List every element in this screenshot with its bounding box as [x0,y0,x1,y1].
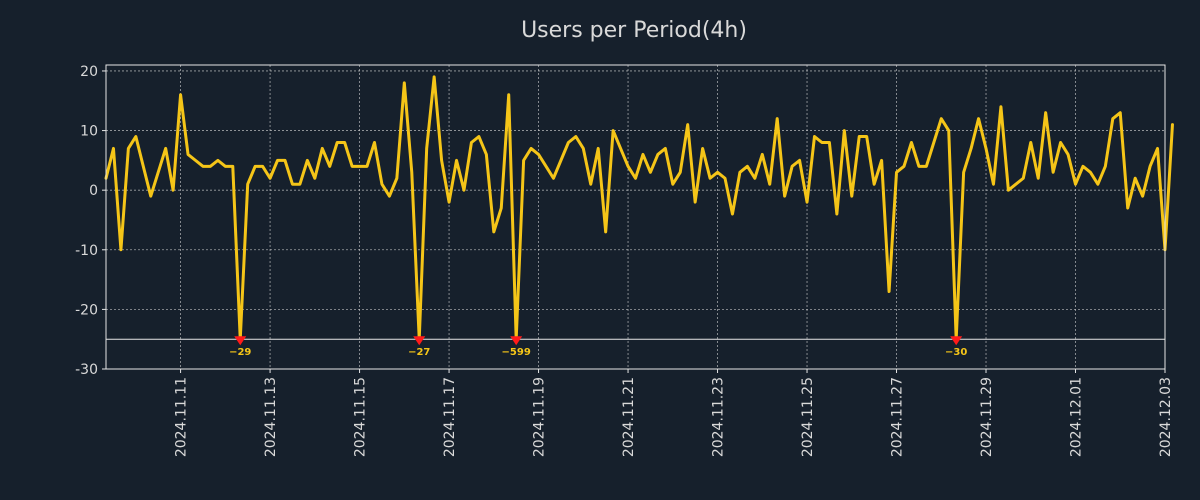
y-tick-label: 10 [80,124,98,140]
x-tick-label: 2024.11.17 [442,377,458,457]
x-axis: 2024.11.11 2024.11.13 2024.11.15 2024.11.17… [174,369,1174,457]
plot-frame [105,64,1166,370]
y-tick-label: 0 [89,183,98,199]
clip-marker [234,336,247,346]
clip-marker [950,336,963,346]
clip-marker-label: −29 [229,347,251,358]
y-tick-label: 20 [80,64,98,80]
annotations: −29 −27 −599 −30 [229,336,967,358]
clip-marker [413,336,426,346]
x-tick-label: 2024.11.27 [890,377,906,457]
y-tick-label: -30 [75,362,98,378]
x-tick-label: 2024.11.29 [979,377,995,457]
x-tick-label: 2024.11.25 [800,377,816,457]
x-tick-label: 2024.11.11 [174,377,190,457]
x-tick-label: 2024.11.15 [353,377,369,457]
x-tick-label: 2024.11.23 [711,377,727,457]
clip-marker-label: −27 [408,347,430,358]
x-tick-label: 2024.11.13 [263,377,279,457]
chart-title: Users per Period(4h) [521,18,747,43]
series-line-users [104,75,1174,341]
clip-marker [510,336,523,346]
x-tick-label: 2024.11.19 [532,377,548,457]
y-tick-label: -20 [75,302,98,318]
clip-marker-label: −30 [945,347,967,358]
y-axis: 20 10 0 -10 -20 -30 [75,64,106,378]
y-tick-label: -10 [75,243,98,259]
clip-marker-label: −599 [502,347,531,358]
x-tick-label: 2024.11.21 [621,377,637,457]
x-tick-label: 2024.12.03 [1158,377,1174,457]
x-tick-label: 2024.12.01 [1069,377,1085,457]
grid [106,65,1166,369]
